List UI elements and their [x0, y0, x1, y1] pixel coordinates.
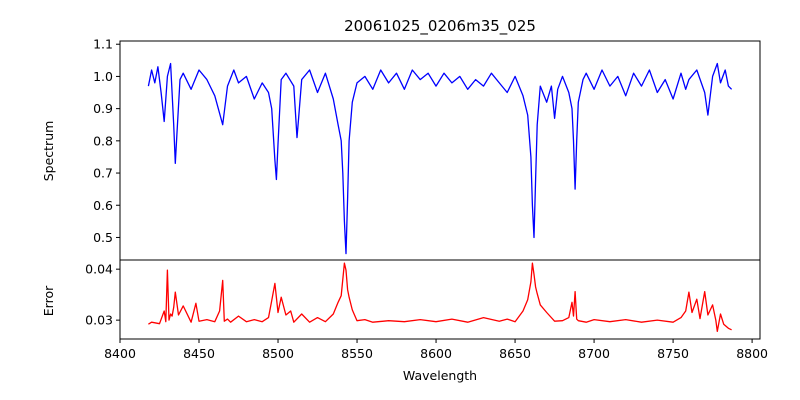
spectrum-y-tick-label: 1.0	[93, 69, 113, 84]
spectrum-series-line-0	[147, 62, 733, 255]
error-x-tick-label: 8450	[183, 346, 215, 361]
error-panel: 0.03 0.04 8400 8450 8500 8550 8600 8650 8700 8750…	[85, 259, 768, 361]
error-x-tick-label: 8800	[736, 346, 768, 361]
spectrum-y-tick-label: 0.5	[93, 230, 113, 245]
spectrum-y-tick-label: 0.9	[93, 101, 113, 116]
spectrum-y-tick-label: 0.8	[93, 133, 113, 148]
error-series-line-0	[148, 262, 732, 333]
spectrum-y-tick-label: 0.7	[93, 166, 113, 181]
spectrum-y-axis-label: Spectrum	[41, 121, 56, 182]
x-axis-label: Wavelength	[403, 368, 477, 383]
spectrum-axes-frame	[119, 40, 761, 261]
error-x-tick-label: 8400	[104, 346, 136, 361]
error-axes-frame	[119, 259, 761, 340]
spectrum-panel: 0.5 0.6 0.7 0.8 0.9 1.0 1.1	[93, 37, 761, 261]
error-y-axis-label: Error	[41, 285, 56, 316]
error-y-tick-label: 0.04	[85, 262, 113, 277]
error-x-tick-label: 8600	[420, 346, 452, 361]
chart-title: 20061025_0206m35_025	[344, 17, 536, 36]
error-y-tick-label: 0.03	[85, 313, 113, 328]
error-x-tick-label: 8550	[341, 346, 373, 361]
error-x-tick-label: 8500	[262, 346, 294, 361]
error-x-tick-label: 8650	[499, 346, 531, 361]
spectrum-y-tick-label: 1.1	[93, 37, 113, 52]
error-x-tick-label: 8700	[578, 346, 610, 361]
error-x-tick-label: 8750	[657, 346, 689, 361]
spectrum-y-tick-label: 0.6	[93, 198, 113, 213]
